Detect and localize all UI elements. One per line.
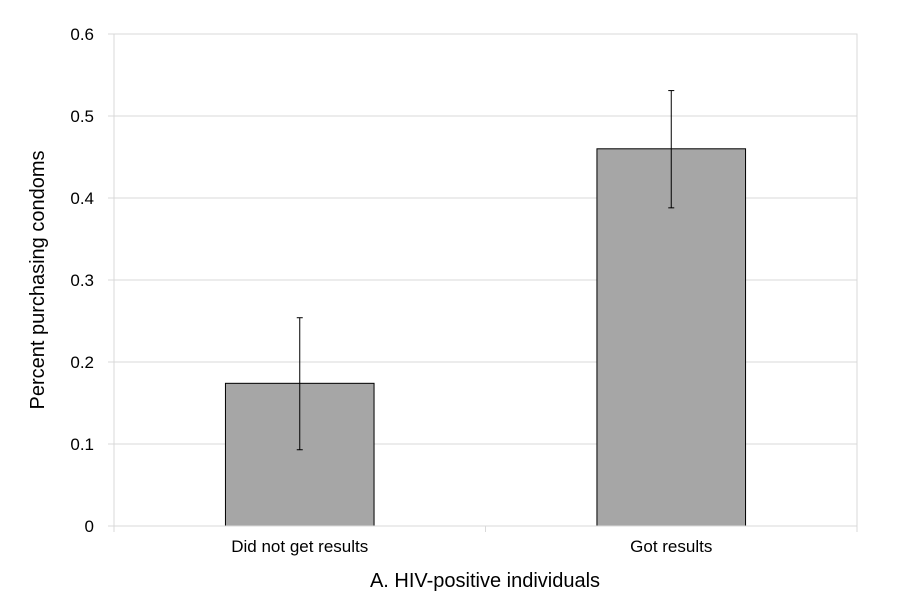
x-axis-title: A. HIV-positive individuals xyxy=(370,570,600,592)
y-tick-label: 0.1 xyxy=(70,435,94,454)
bar xyxy=(596,148,747,527)
y-tick-label: 0.4 xyxy=(70,189,94,208)
y-tick-label: 0.5 xyxy=(70,107,94,126)
error-bars xyxy=(296,90,675,451)
bars xyxy=(224,148,747,527)
y-tick-label: 0.2 xyxy=(70,353,94,372)
x-tick-label: Got results xyxy=(630,537,712,556)
error-bar xyxy=(668,90,675,209)
y-axis-title: Percent purchasing condoms xyxy=(27,150,49,409)
x-tick-label: Did not get results xyxy=(231,537,368,556)
y-tick-label: 0.3 xyxy=(70,271,94,290)
x-axis-ticks: Did not get results Got results xyxy=(113,525,858,556)
error-bar xyxy=(296,317,303,451)
y-tick-label: 0 xyxy=(85,517,94,536)
y-tick-label: 0.6 xyxy=(70,25,94,44)
y-axis-ticks: 0 0.1 0.2 0.3 0.4 0.5 0.6 xyxy=(70,25,114,536)
